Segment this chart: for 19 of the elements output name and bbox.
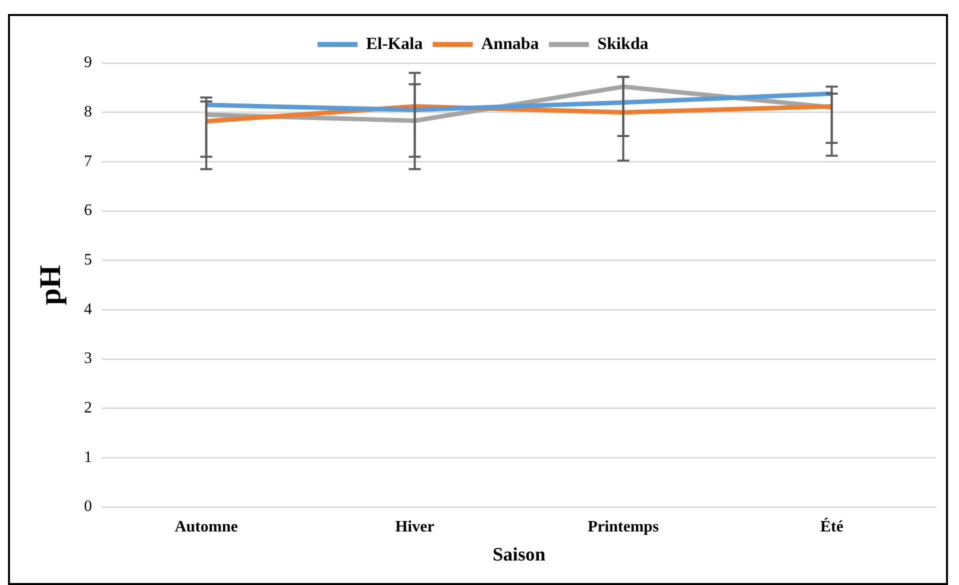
x-tick-label: Automne xyxy=(174,518,238,536)
x-tick-label: Hiver xyxy=(395,518,434,536)
y-tick-label: 7 xyxy=(84,152,92,170)
y-tick-label: 8 xyxy=(84,104,92,121)
y-axis-title: pH xyxy=(34,264,67,306)
y-tick-label: 9 xyxy=(84,54,92,72)
x-tick-label: Printemps xyxy=(588,518,659,536)
y-tick-label: 5 xyxy=(84,252,92,269)
legend-label: El-Kala xyxy=(366,34,424,53)
y-tick-label: 2 xyxy=(84,400,92,417)
y-tick-label: 0 xyxy=(84,498,92,516)
legend-label: Skikda xyxy=(597,34,649,53)
y-tick-label: 4 xyxy=(84,300,92,318)
y-tick-label: 6 xyxy=(84,202,92,220)
y-tick-label: 3 xyxy=(84,350,92,368)
x-axis-title: Saison xyxy=(492,544,546,566)
legend-label: Annaba xyxy=(481,34,540,53)
y-tick-label: 1 xyxy=(84,448,92,466)
x-tick-label: Été xyxy=(820,518,844,536)
